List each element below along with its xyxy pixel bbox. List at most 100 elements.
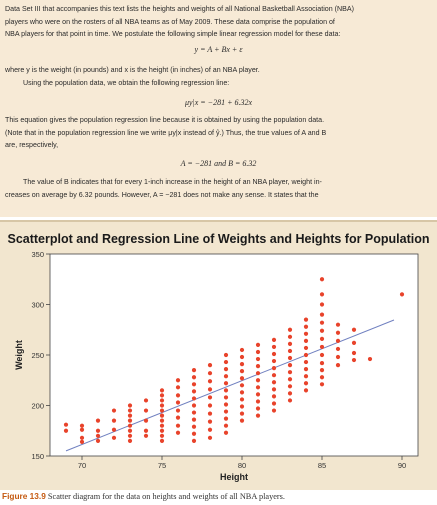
data-point (303, 324, 309, 329)
data-point (271, 380, 277, 385)
data-point (287, 334, 293, 339)
data-point (351, 327, 357, 332)
data-point (223, 430, 229, 435)
equation-regression-line: μy|x = −281 + 6.32x (184, 98, 253, 107)
data-point (175, 400, 181, 405)
data-point (255, 399, 261, 404)
data-point (319, 375, 325, 380)
data-point (239, 397, 245, 402)
data-point (207, 435, 213, 440)
data-point (287, 384, 293, 389)
data-point (287, 341, 293, 346)
text-line: Using the population data, we obtain the… (23, 78, 230, 87)
data-point (175, 423, 181, 428)
data-point (191, 403, 197, 408)
data-point (223, 352, 229, 358)
data-point (175, 408, 181, 413)
x-tick-label: 70 (78, 461, 86, 470)
data-point (239, 376, 245, 381)
data-point (399, 292, 405, 297)
data-point (223, 381, 229, 386)
data-point (319, 368, 325, 373)
data-point (255, 385, 261, 390)
textbook-text-panel: Data Set III that accompanies this text … (0, 0, 437, 217)
data-point (319, 382, 325, 387)
data-point (175, 378, 181, 383)
data-point (239, 369, 245, 374)
x-axis-label: Height (220, 472, 248, 482)
paragraph-population: This equation gives the population regre… (5, 114, 437, 152)
data-point (319, 344, 325, 350)
data-point (143, 428, 149, 433)
data-point (159, 398, 165, 403)
data-point (111, 408, 117, 413)
data-point (127, 413, 133, 418)
y-axis-label: Weight (14, 340, 24, 370)
data-point (271, 373, 277, 378)
data-point (191, 368, 197, 373)
data-point (271, 401, 277, 406)
data-point (159, 403, 165, 408)
data-point (255, 356, 261, 362)
data-point (271, 366, 277, 371)
data-point (319, 320, 325, 325)
data-point (303, 367, 309, 372)
data-point (127, 438, 133, 443)
data-point (223, 402, 229, 407)
data-point (207, 379, 213, 384)
data-point (207, 371, 213, 376)
data-point (335, 322, 341, 327)
data-point (191, 438, 197, 443)
paragraph-interpretation: The value of B indicates that for every … (5, 176, 437, 201)
text-line: Data Set III that accompanies this text … (5, 5, 354, 13)
data-point (319, 277, 325, 282)
figure-caption: Figure 13.9 Scatter diagram for the data… (2, 491, 437, 501)
data-point (207, 427, 213, 432)
data-point (255, 349, 261, 355)
data-point (255, 392, 261, 397)
data-point (287, 348, 293, 354)
caption-text: Scatter diagram for the data on heights … (47, 492, 285, 501)
data-point (303, 317, 309, 322)
data-point (95, 438, 101, 443)
data-point (287, 363, 293, 368)
data-point (239, 361, 245, 367)
data-point (319, 302, 325, 307)
data-point (79, 423, 85, 428)
data-point (367, 356, 373, 362)
data-point (287, 370, 293, 375)
data-point (159, 423, 165, 428)
data-point (207, 363, 213, 368)
text-line: The value of B indicates that for every … (23, 178, 322, 186)
data-point (191, 389, 197, 394)
data-point (255, 342, 261, 347)
y-tick-label: 150 (31, 452, 44, 461)
data-point (303, 352, 309, 358)
data-point (239, 347, 245, 353)
data-point (207, 395, 213, 400)
paragraph-data-set: Data Set III that accompanies this text … (5, 3, 437, 41)
data-point (79, 439, 85, 444)
data-point (207, 419, 213, 424)
data-point (127, 408, 133, 413)
data-point (319, 328, 325, 333)
data-point (271, 394, 277, 399)
data-point (175, 430, 181, 435)
data-point (335, 354, 341, 360)
data-point (207, 403, 213, 408)
data-point (287, 377, 293, 382)
plot-area (49, 253, 419, 457)
equation-model: y = A + Bx + ε (194, 45, 243, 54)
data-point (223, 416, 229, 421)
data-point (255, 364, 261, 369)
data-point (303, 381, 309, 386)
data-point (143, 398, 149, 403)
data-point (287, 398, 293, 403)
data-point (143, 408, 149, 413)
data-point (303, 338, 309, 343)
data-point (223, 367, 229, 372)
data-point (191, 417, 197, 422)
data-point (287, 355, 293, 361)
data-point (223, 395, 229, 400)
data-point (127, 428, 133, 433)
